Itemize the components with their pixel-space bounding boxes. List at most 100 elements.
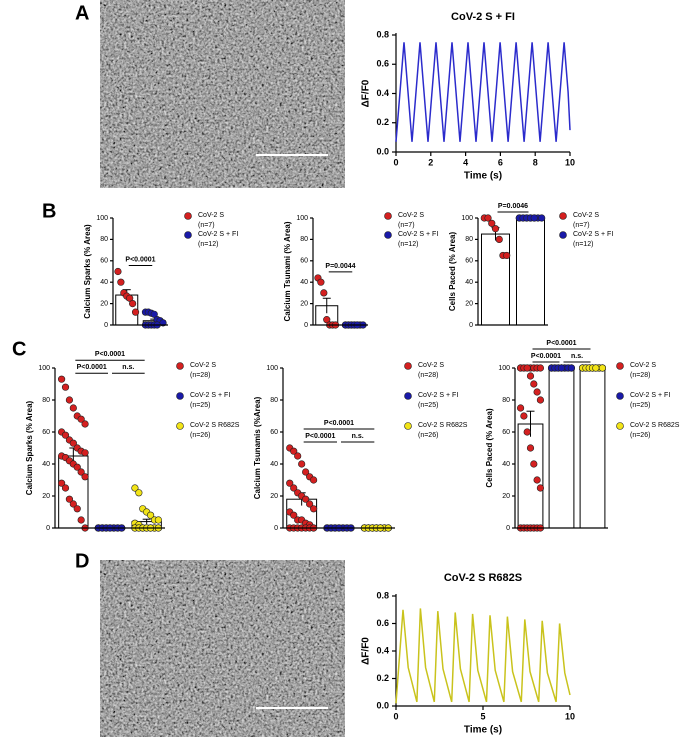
significance-label: P<0.0001 [305, 433, 335, 440]
data-point [73, 505, 81, 513]
significance-label: n.s. [571, 353, 583, 360]
y-tick-label: 0 [46, 525, 50, 532]
legend-n: (n=7) [198, 222, 215, 229]
data-point [69, 439, 77, 447]
data-point [69, 500, 77, 508]
data-point [77, 516, 85, 524]
legend-label: CoV-2 S + FI [398, 231, 438, 238]
data-point [146, 511, 155, 519]
y-tick-label: 0.4 [376, 645, 389, 655]
x-tick-label: 6 [498, 157, 503, 167]
legend-label: CoV-2 S R682S [190, 422, 240, 429]
panel-label: B [42, 200, 56, 222]
data-point [306, 500, 314, 508]
significance-label: P<0.0001 [125, 256, 155, 263]
data-point [523, 428, 531, 436]
data-point [117, 278, 125, 286]
legend-n: (n=26) [190, 432, 210, 439]
significance-label: P=0.0044 [325, 263, 355, 270]
legend-n: (n=7) [573, 222, 590, 229]
data-point [302, 495, 310, 503]
data-point [294, 452, 302, 460]
legend-marker [184, 212, 192, 220]
legend-n: (n=25) [418, 402, 438, 409]
legend-label: CoV-2 S R682S [418, 422, 468, 429]
significance-label: n.s. [352, 433, 364, 440]
y-axis-label: ΔF/F0 [361, 637, 372, 665]
data-point [57, 479, 66, 487]
significance-label: P=0.0046 [498, 203, 528, 210]
legend-marker [616, 362, 624, 370]
legend-label: CoV-2 S + FI [190, 392, 230, 399]
y-tick-label: 100 [96, 215, 108, 222]
data-point [286, 479, 294, 487]
y-tick-label: 20 [300, 300, 308, 307]
legend-n: (n=28) [418, 372, 438, 379]
data-point [536, 364, 545, 372]
y-tick-label: 60 [270, 429, 278, 436]
legend-n: (n=12) [198, 241, 218, 248]
data-point [523, 364, 531, 372]
data-point [61, 431, 70, 439]
y-tick-label: 60 [100, 258, 108, 265]
data-point [520, 412, 528, 420]
data-point [154, 516, 162, 524]
x-tick-label: 10 [565, 711, 575, 721]
mean-bar [58, 455, 89, 529]
legend-n: (n=28) [630, 372, 650, 379]
data-point [61, 484, 70, 492]
data-point [290, 447, 298, 455]
data-point [77, 468, 85, 476]
y-tick-label: 0 [274, 525, 278, 532]
data-point [290, 484, 298, 492]
legend-n: (n=25) [190, 402, 210, 409]
panel-label: D [75, 550, 89, 572]
mean-bar [516, 217, 545, 326]
y-tick-label: 100 [461, 215, 473, 222]
legend-marker [184, 231, 192, 239]
y-tick-label: 80 [465, 236, 473, 243]
x-tick-label: 4 [463, 157, 468, 167]
cell-image [100, 560, 345, 737]
y-tick-label: 80 [502, 397, 510, 404]
legend-marker [404, 362, 412, 370]
data-point [592, 364, 600, 372]
data-point [65, 396, 74, 404]
data-point [302, 468, 310, 476]
mean-bar [517, 423, 544, 529]
y-tick-label: 0.6 [376, 59, 389, 69]
data-point [131, 484, 139, 492]
y-tick-label: 80 [270, 397, 278, 404]
data-point [530, 214, 538, 222]
cell-image [100, 0, 345, 188]
y-tick-label: 80 [42, 397, 50, 404]
x-tick-label: 2 [428, 157, 433, 167]
y-tick-label: 100 [296, 215, 308, 222]
data-point [516, 404, 525, 412]
mean-bar [481, 233, 510, 326]
y-tick-label: 0 [104, 322, 108, 329]
legend-marker [616, 422, 624, 430]
y-tick-label: 0.8 [376, 29, 389, 39]
data-point [598, 364, 607, 372]
chart-title: CoV-2 S R682S [444, 572, 522, 584]
y-axis-label: Calcium Tsunami (% Area) [283, 221, 292, 321]
data-point [290, 511, 298, 519]
y-tick-label: 0.0 [376, 700, 389, 710]
data-point [310, 476, 318, 484]
legend-label: CoV-2 S + FI [418, 392, 458, 399]
data-point [526, 372, 535, 380]
legend-label: CoV-2 S [398, 212, 424, 219]
y-tick-label: 40 [465, 279, 473, 286]
y-tick-label: 100 [38, 365, 50, 372]
data-point [530, 460, 538, 468]
panel-label: C [12, 338, 26, 360]
y-tick-label: 20 [465, 300, 473, 307]
y-tick-label: 40 [100, 279, 108, 286]
y-tick-label: 0.2 [376, 673, 389, 683]
y-tick-label: 40 [42, 461, 50, 468]
y-tick-label: 0.4 [376, 88, 389, 98]
y-tick-label: 80 [100, 236, 108, 243]
y-tick-label: 60 [42, 429, 50, 436]
legend-label: CoV-2 S [418, 362, 444, 369]
